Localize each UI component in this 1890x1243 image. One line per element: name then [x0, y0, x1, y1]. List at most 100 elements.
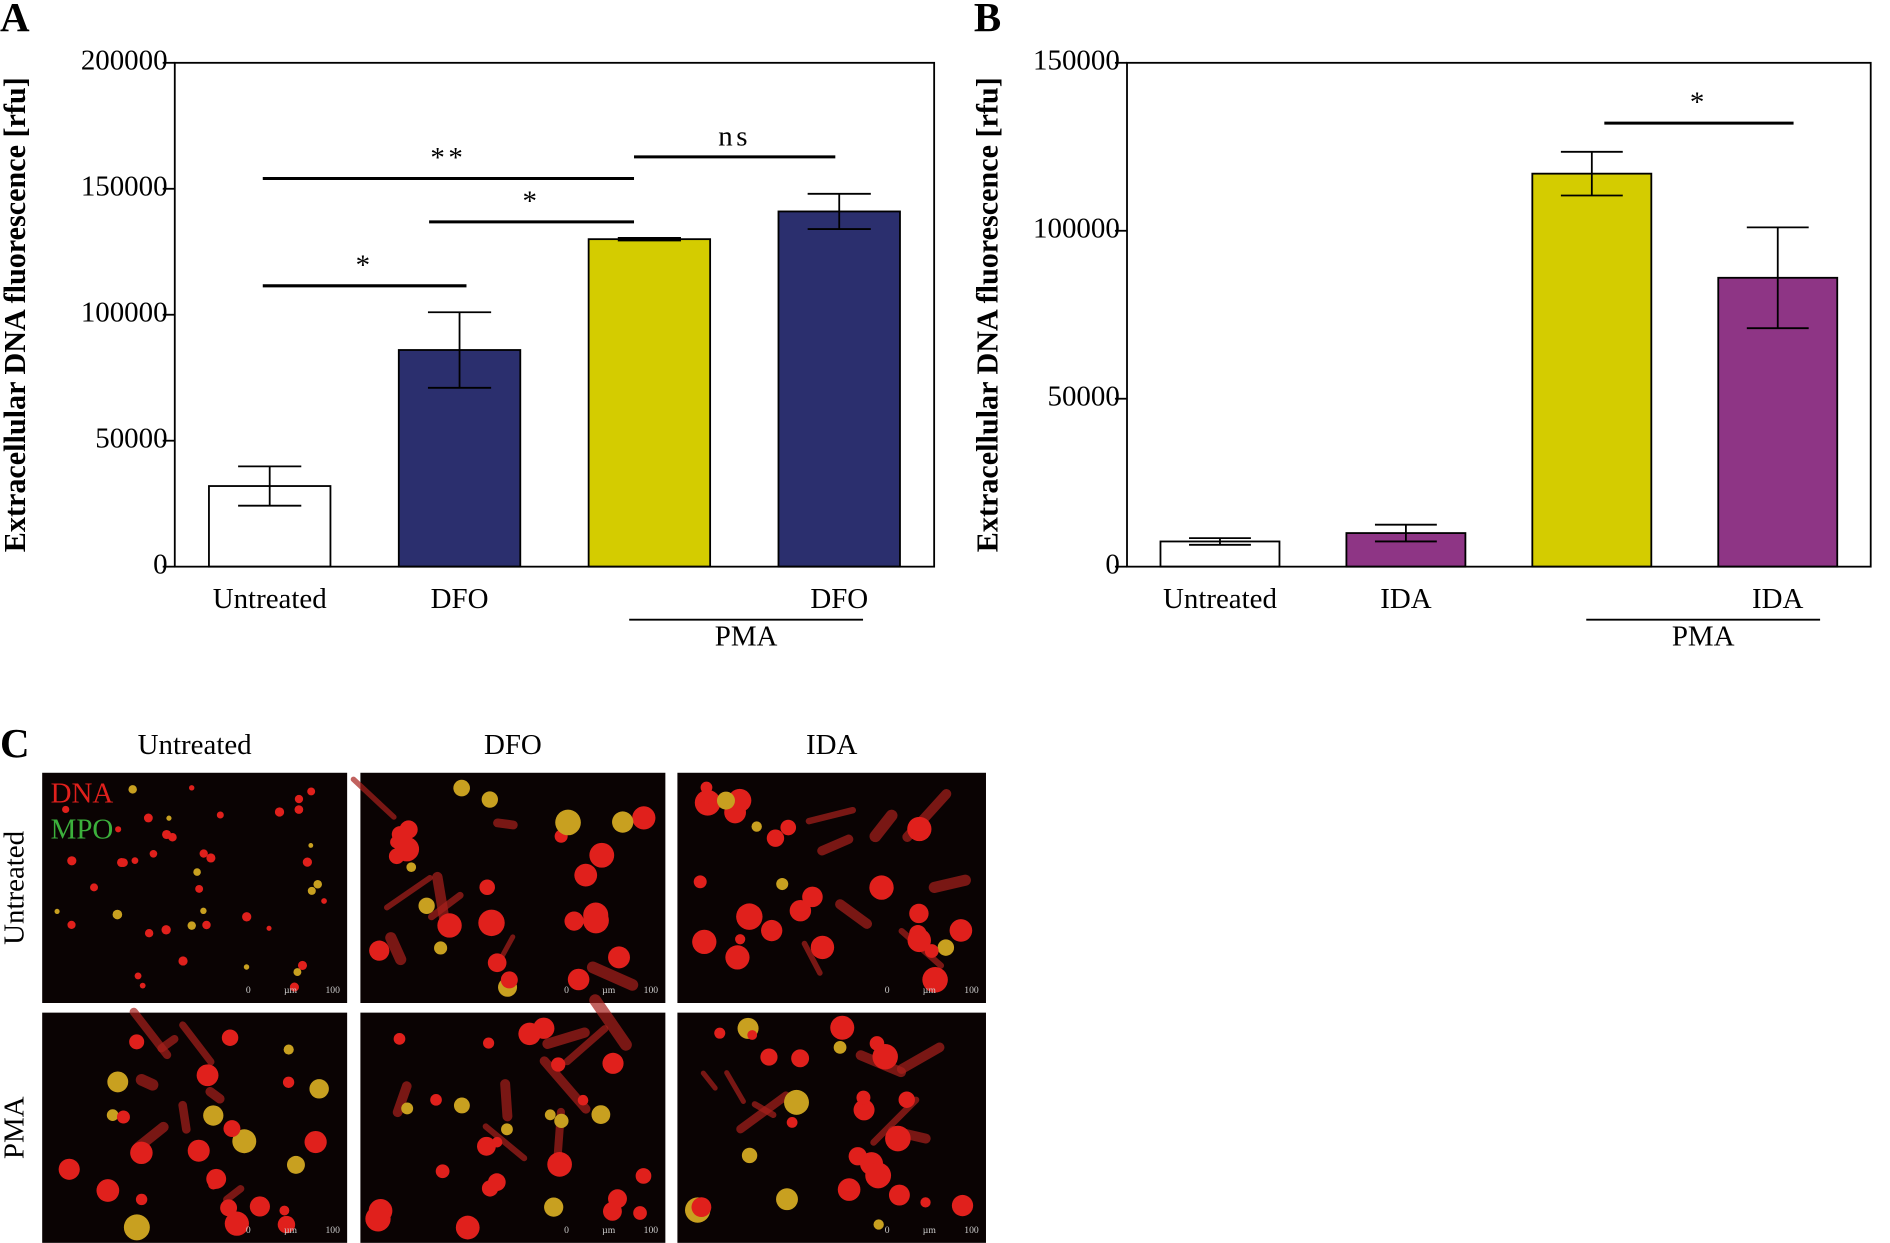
cell	[139, 982, 146, 989]
cell	[435, 1164, 450, 1179]
dna-strand	[157, 1034, 179, 1053]
cell	[776, 878, 789, 891]
scale-bar-label: µm	[284, 985, 298, 996]
cell	[242, 912, 252, 922]
y-tick-label: 100000	[81, 296, 168, 328]
cell	[922, 967, 948, 993]
cell	[602, 1052, 624, 1074]
cell	[107, 1071, 129, 1093]
cell	[487, 953, 507, 973]
cell	[869, 875, 894, 900]
cell	[872, 1044, 898, 1070]
cell	[208, 1179, 219, 1190]
cell	[714, 1027, 726, 1039]
dna-strand	[563, 1025, 609, 1066]
cell	[479, 879, 495, 896]
cell	[477, 1136, 496, 1156]
cell	[130, 1141, 153, 1165]
scale-bar-label: µm	[923, 985, 937, 996]
cell	[760, 1048, 778, 1066]
cell	[307, 787, 316, 796]
cell	[833, 1041, 847, 1054]
dna-strand	[542, 1027, 590, 1049]
cell	[189, 785, 195, 791]
cell	[232, 1129, 257, 1154]
cell	[951, 1194, 974, 1217]
cell	[907, 816, 932, 842]
cell	[481, 1180, 499, 1197]
cell	[62, 805, 70, 814]
significance-label: *	[356, 249, 374, 281]
cell	[920, 1197, 931, 1208]
y-tick-label: 200000	[81, 44, 168, 76]
scale-bar-label: µm	[923, 1225, 937, 1236]
scale-bar-label: 100	[325, 985, 340, 996]
scale-bar-label: µm	[602, 1225, 616, 1236]
panel-label: B	[974, 0, 1001, 40]
group-label: PMA	[1672, 621, 1735, 653]
dna-strand	[805, 806, 856, 825]
legend-mpo: MPO	[51, 813, 114, 845]
cell	[249, 1196, 270, 1217]
cell	[369, 940, 390, 961]
cell	[843, 1022, 854, 1033]
micrograph-background	[42, 1012, 348, 1243]
dna-strand	[432, 871, 450, 924]
bar	[777, 210, 901, 568]
scale-bar-label: µm	[284, 1225, 298, 1236]
cell	[741, 1147, 758, 1164]
column-header: Untreated	[138, 729, 253, 761]
cell	[135, 1193, 148, 1206]
cell	[937, 939, 955, 956]
cell	[206, 853, 216, 863]
cell	[907, 928, 931, 953]
cell	[591, 1105, 611, 1124]
dna-strand	[500, 1079, 513, 1122]
dna-strand	[135, 1074, 159, 1091]
dna-strand	[178, 1100, 191, 1134]
cell	[430, 1094, 442, 1106]
cell	[434, 941, 448, 955]
cell	[873, 1219, 884, 1230]
dna-strand	[896, 1042, 945, 1074]
cell	[67, 920, 76, 929]
significance-label: *	[523, 185, 541, 217]
cell	[633, 1206, 647, 1220]
scale-bar-label: µm	[602, 985, 616, 996]
group-label: PMA	[715, 621, 778, 653]
cell	[200, 907, 207, 915]
cell	[223, 1120, 241, 1138]
cell	[491, 1136, 503, 1148]
dna-strand	[589, 994, 632, 1051]
cell	[735, 934, 746, 945]
cell	[279, 1205, 290, 1216]
scale-bar-label: 100	[644, 1225, 659, 1236]
cell	[564, 911, 584, 931]
cell	[220, 1199, 238, 1217]
cell	[455, 1215, 480, 1240]
cell	[308, 843, 314, 848]
cell	[321, 898, 327, 904]
cell	[736, 903, 763, 930]
column-header: IDA	[806, 729, 858, 761]
cell	[699, 800, 710, 812]
dna-strand	[928, 874, 971, 893]
cell	[187, 1139, 210, 1162]
y-tick-label: 50000	[95, 422, 167, 454]
cell	[478, 909, 505, 937]
x-tick-label: IDA	[1380, 583, 1432, 615]
y-tick-label: 0	[1105, 548, 1119, 580]
bar	[587, 238, 712, 568]
cell	[632, 806, 656, 830]
scale-bar-label: 100	[644, 985, 659, 996]
dna-strand	[385, 932, 407, 966]
panel-label: C	[0, 720, 30, 766]
cell	[90, 883, 98, 892]
cell	[178, 956, 188, 966]
cell	[747, 1030, 758, 1040]
dna-strand	[482, 1123, 528, 1162]
cell	[149, 849, 158, 858]
plot-frame	[1126, 61, 1872, 568]
cell	[544, 1197, 564, 1217]
y-tick-label: 50000	[1048, 380, 1120, 412]
